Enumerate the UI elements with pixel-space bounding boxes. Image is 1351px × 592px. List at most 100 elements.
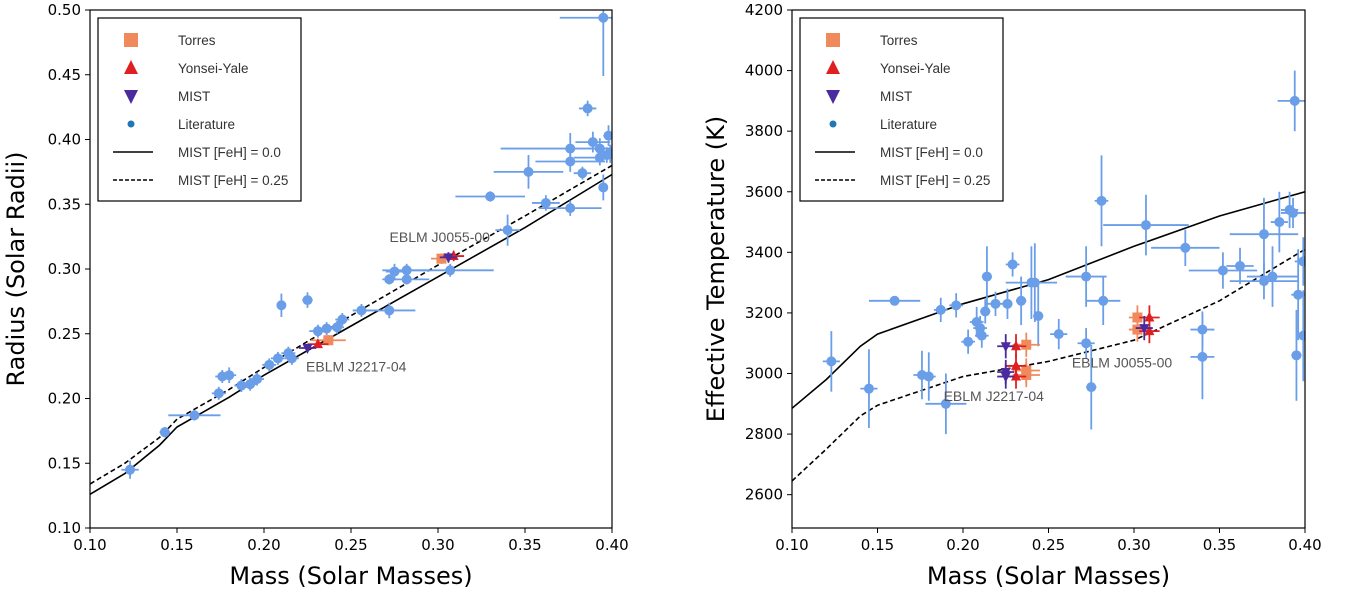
- literature-point: [974, 323, 989, 348]
- literature-point: [335, 313, 350, 326]
- literature-marker: [976, 330, 987, 341]
- literature-marker: [485, 191, 496, 202]
- legend-item: Literature: [829, 117, 937, 132]
- literature-marker: [981, 271, 992, 282]
- literature-point: [587, 138, 612, 159]
- literature-marker: [1007, 259, 1018, 270]
- literature-point: [921, 352, 936, 401]
- literature-marker: [1086, 382, 1097, 393]
- legend: Torres Yonsei-Yale MIST Literature MIST [FeH…: [97, 17, 302, 202]
- torres-marker: [1021, 339, 1032, 350]
- mist-point: [997, 364, 1015, 389]
- literature-marker: [1289, 95, 1300, 106]
- literature-point: [1277, 70, 1305, 132]
- legend-item: Literature: [127, 117, 235, 132]
- literature-marker: [502, 225, 513, 236]
- y-tick-label: 3800: [745, 122, 783, 140]
- legend-item: Yonsei-Yale: [124, 60, 249, 76]
- mist-marker: [1139, 324, 1150, 335]
- literature-point: [1294, 237, 1305, 286]
- literature-marker: [302, 295, 313, 306]
- literature-marker: [272, 353, 283, 364]
- literature-point: [538, 200, 602, 216]
- literature-marker: [1016, 295, 1027, 306]
- x-tick-label: 0.15: [160, 536, 193, 554]
- mist-marker: [1000, 342, 1011, 353]
- literature-point: [455, 191, 525, 202]
- literature-point: [493, 155, 564, 189]
- literature-point: [981, 246, 993, 307]
- y-tick-label: 3600: [745, 183, 783, 201]
- y-tick-label: 2600: [745, 486, 783, 504]
- literature-marker: [401, 274, 412, 285]
- literature-point: [495, 214, 520, 246]
- yonsei-yale-marker: [312, 338, 323, 349]
- literature-marker: [540, 197, 551, 208]
- literature-marker: [286, 353, 297, 364]
- literature-point: [276, 293, 287, 317]
- y-tick-label: 0.30: [48, 260, 81, 278]
- literature-point: [1086, 276, 1121, 326]
- y-tick-label: 0.35: [48, 195, 81, 213]
- yonsei-yale-marker: [1011, 340, 1022, 351]
- literature-point: [822, 331, 840, 392]
- literature-point: [1226, 247, 1254, 285]
- literature-point: [925, 373, 967, 435]
- literature-point: [603, 125, 612, 146]
- literature-marker: [1298, 256, 1305, 267]
- legend-box: [799, 17, 1004, 202]
- literature-marker: [389, 266, 400, 277]
- literature-marker: [1235, 260, 1246, 271]
- literature-marker: [1140, 220, 1151, 231]
- legend-label: MIST [FeH] = 0.25: [880, 173, 990, 188]
- literature-point: [598, 174, 609, 201]
- literature-point: [270, 351, 285, 365]
- y-tick-label: 0.50: [48, 1, 81, 19]
- legend-label: MIST [FeH] = 0.0: [178, 145, 281, 160]
- literature-point: [1190, 314, 1215, 400]
- literature-point: [559, 10, 612, 77]
- literature-marker: [1002, 298, 1013, 309]
- literature-marker: [264, 359, 275, 370]
- legend-marker: [124, 60, 138, 74]
- literature-point: [949, 293, 963, 318]
- literature-marker: [598, 182, 609, 193]
- literature-marker: [605, 148, 612, 159]
- literature-marker: [1081, 271, 1092, 282]
- literature-marker: [332, 322, 343, 333]
- x-tick-label: 0.35: [508, 536, 541, 554]
- mist-feh-00-line: [792, 191, 1305, 409]
- mist-point: [439, 252, 458, 264]
- legend-box: [97, 17, 302, 202]
- plot-frame: [89, 9, 613, 529]
- torres-marker: [436, 253, 447, 264]
- legend-label: Yonsei-Yale: [178, 61, 249, 76]
- literature-marker: [594, 143, 605, 154]
- legend-label: Yonsei-Yale: [880, 61, 951, 76]
- y-tick-label: 3000: [745, 365, 783, 383]
- right-panel: 0.10 0.15 0.20 0.25 0.30 0.35 0.40 2600 2800 3000…: [702, 1, 1322, 590]
- legend-marker: [124, 90, 138, 104]
- legend-label: Literature: [880, 117, 937, 132]
- legend-marker: [826, 33, 840, 47]
- literature-marker: [1293, 289, 1304, 300]
- literature-marker: [1029, 277, 1040, 288]
- yonsei-yale-marker: [1144, 325, 1155, 336]
- literature-point: [1151, 229, 1220, 266]
- literature-marker: [1081, 338, 1092, 349]
- legend-label: Torres: [880, 33, 918, 48]
- literature-marker: [125, 464, 136, 475]
- legend-item: MIST: [124, 89, 210, 104]
- literature-marker: [951, 300, 962, 311]
- x-tick-label: 0.35: [1203, 536, 1236, 554]
- annotation-label: EBLM J0055-00: [1072, 354, 1173, 370]
- literature-marker: [1258, 276, 1269, 287]
- literature-point: [363, 302, 416, 319]
- literature-point: [980, 299, 991, 324]
- x-tick-label: 0.30: [1117, 536, 1150, 554]
- literature-marker: [321, 323, 332, 334]
- literature-point: [168, 410, 221, 421]
- literature-point: [406, 263, 494, 277]
- torres-marker: [1021, 370, 1032, 381]
- literature-marker: [1033, 310, 1044, 321]
